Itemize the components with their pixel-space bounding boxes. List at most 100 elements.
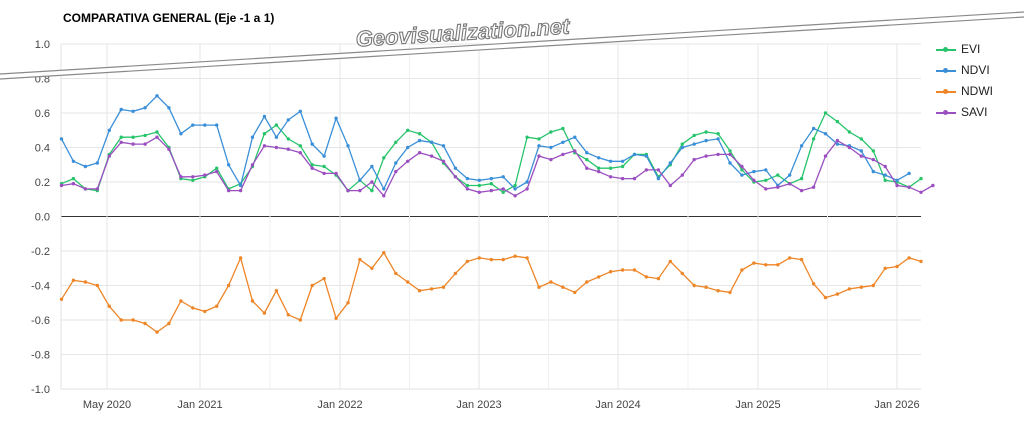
data-point-savi [871, 157, 875, 162]
data-point-evi [740, 168, 744, 172]
data-point-ndvi [358, 178, 362, 182]
data-point-ndvi [608, 159, 613, 163]
data-point-evi [465, 183, 470, 188]
data-point-ndwi [358, 257, 362, 262]
data-point-ndwi [668, 259, 672, 264]
data-point-ndwi [119, 318, 123, 322]
data-point-savi [489, 188, 493, 193]
y-tick-label: 0.4 [35, 143, 50, 155]
data-point-ndvi [716, 137, 720, 141]
data-point-savi [597, 169, 601, 174]
data-point-ndwi [716, 289, 720, 293]
data-point-ndwi [406, 280, 410, 284]
data-point-evi [871, 149, 875, 153]
data-point-savi [728, 152, 732, 157]
data-point-savi [119, 140, 123, 144]
data-point-ndvi [501, 175, 505, 179]
data-point-ndwi [298, 318, 302, 322]
data-point-ndvi [692, 142, 696, 146]
data-point-ndvi [859, 149, 863, 153]
data-point-ndvi [59, 137, 64, 141]
data-point-evi [322, 164, 326, 169]
data-point-ndvi [549, 145, 553, 150]
data-point-ndwi [453, 271, 458, 276]
data-point-savi [417, 151, 422, 155]
data-point-savi [883, 164, 887, 169]
x-tick-label: Jan 2023 [456, 399, 501, 411]
data-point-ndwi [776, 263, 780, 267]
legend-item-ndvi[interactable]: NDVI [936, 63, 1016, 84]
x-tick-label: May 2020 [83, 399, 131, 411]
data-point-ndvi [561, 140, 565, 144]
data-point-savi [465, 187, 470, 191]
data-point-evi [131, 135, 135, 139]
data-point-evi [764, 178, 768, 182]
y-tick-label: -0.8 [31, 350, 50, 362]
data-point-ndvi [453, 166, 458, 170]
data-point-ndwi [811, 282, 816, 286]
data-point-evi [417, 132, 422, 136]
data-point-evi [799, 176, 804, 181]
data-point-ndvi [143, 106, 147, 110]
data-point-evi [286, 137, 290, 141]
data-point-ndwi [346, 301, 350, 305]
data-point-savi [907, 185, 911, 189]
data-point-ndwi [608, 270, 613, 274]
data-point-savi [250, 163, 255, 167]
legend-marker [943, 68, 948, 73]
data-point-savi [310, 166, 314, 170]
data-point-ndwi [489, 257, 493, 262]
data-point-evi [692, 133, 696, 138]
data-point-savi [95, 187, 100, 191]
data-point-evi [489, 182, 493, 186]
data-point-evi [155, 130, 159, 134]
data-point-ndvi [644, 154, 649, 158]
data-point-ndvi [155, 94, 159, 98]
data-point-ndwi [573, 290, 577, 295]
data-point-savi [83, 187, 88, 191]
data-point-evi [310, 163, 314, 167]
data-point-evi [501, 190, 505, 194]
legend-item-ndwi[interactable]: NDWI [936, 84, 1016, 105]
data-point-savi [668, 183, 672, 188]
legend-item-evi[interactable]: EVI [936, 42, 1016, 63]
data-point-savi [358, 188, 362, 193]
data-point-ndvi [346, 144, 350, 148]
data-point-savi [477, 190, 481, 194]
data-point-ndwi [322, 276, 326, 281]
data-point-ndwi [632, 268, 637, 272]
data-point-evi [477, 183, 481, 188]
data-point-ndwi [680, 271, 684, 276]
data-point-ndwi [585, 280, 589, 284]
y-tick-label: -0.6 [31, 315, 50, 327]
data-point-ndvi [298, 109, 302, 114]
data-point-evi [215, 166, 219, 170]
data-point-ndwi [71, 278, 76, 282]
data-point-ndwi [501, 257, 505, 262]
data-point-savi [429, 154, 434, 158]
data-point-ndvi [489, 176, 493, 181]
data-point-evi [620, 164, 625, 169]
data-point-ndvi [811, 126, 816, 131]
watermark-stroke [0, 11, 1024, 75]
data-point-ndvi [835, 142, 840, 146]
data-point-ndvi [250, 135, 255, 139]
chart-title: COMPARATIVA GENERAL (Eje -1 a 1) [63, 11, 275, 25]
data-point-savi [704, 154, 708, 158]
data-point-evi [728, 149, 732, 153]
x-tick-label: Jan 2025 [735, 399, 780, 411]
data-point-savi [752, 178, 756, 182]
watermark-stroke [0, 16, 1024, 80]
y-tick-label: 1.0 [35, 39, 50, 51]
data-point-ndvi [191, 123, 195, 127]
data-point-savi [107, 154, 112, 158]
data-point-evi [859, 137, 863, 141]
data-point-ndvi [823, 132, 828, 136]
data-point-evi [585, 157, 589, 162]
legend-item-savi[interactable]: SAVI [936, 105, 1016, 126]
data-point-savi [143, 142, 147, 146]
data-point-savi [835, 138, 840, 143]
data-point-ndwi [167, 321, 171, 326]
data-point-evi [597, 166, 601, 170]
data-point-ndwi [262, 311, 267, 315]
